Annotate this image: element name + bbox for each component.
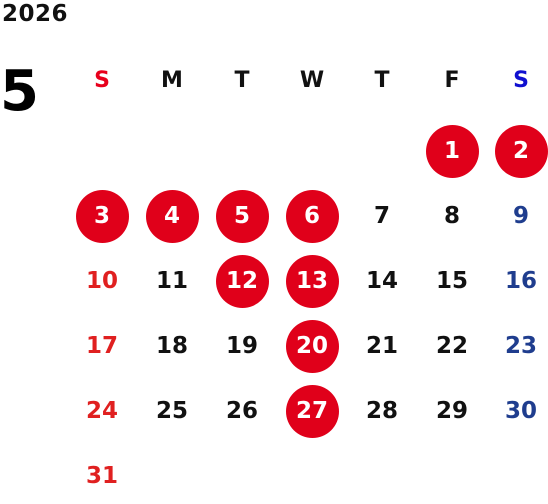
day-cell-holiday: 5 <box>215 189 269 243</box>
day-cell: 31 <box>85 463 118 489</box>
day-cell-holiday: 20 <box>285 319 339 373</box>
day-cell: 9 <box>512 203 529 229</box>
weekday-header-tue: T <box>234 67 250 93</box>
weekday-header-sat: S <box>513 67 529 93</box>
day-cell: 24 <box>85 398 118 424</box>
day-cell-holiday: 2 <box>494 124 548 178</box>
day-cell: 7 <box>373 203 390 229</box>
day-cell-holiday: 3 <box>75 189 129 243</box>
day-cell: 15 <box>435 268 468 294</box>
day-cell: 23 <box>504 333 537 359</box>
weekday-header-fri: F <box>444 67 460 93</box>
calendar-year: 2026 <box>2 1 69 27</box>
day-cell: 25 <box>155 398 188 424</box>
day-cell-holiday: 4 <box>145 189 199 243</box>
day-cell-holiday: 13 <box>285 254 339 308</box>
day-cell: 26 <box>225 398 258 424</box>
weekday-header-mon: M <box>161 67 183 93</box>
weekday-header-sun: S <box>94 67 110 93</box>
day-cell: 17 <box>85 333 118 359</box>
day-cell: 11 <box>155 268 188 294</box>
day-cell: 29 <box>435 398 468 424</box>
day-cell-holiday: 6 <box>285 189 339 243</box>
day-cell: 16 <box>504 268 537 294</box>
day-cell: 30 <box>504 398 537 424</box>
day-cell: 28 <box>365 398 398 424</box>
day-cell: 14 <box>365 268 398 294</box>
day-cell: 10 <box>85 268 118 294</box>
day-cell-holiday: 1 <box>425 124 479 178</box>
day-cell-holiday: 27 <box>285 384 339 438</box>
day-cell-holiday: 12 <box>215 254 269 308</box>
weekday-header-wed: W <box>299 67 325 93</box>
calendar-month: 5 <box>0 59 39 124</box>
day-cell: 19 <box>225 333 258 359</box>
day-cell: 18 <box>155 333 188 359</box>
weekday-header-thu: T <box>374 67 390 93</box>
day-cell: 8 <box>443 203 460 229</box>
day-cell: 21 <box>365 333 398 359</box>
day-cell: 22 <box>435 333 468 359</box>
